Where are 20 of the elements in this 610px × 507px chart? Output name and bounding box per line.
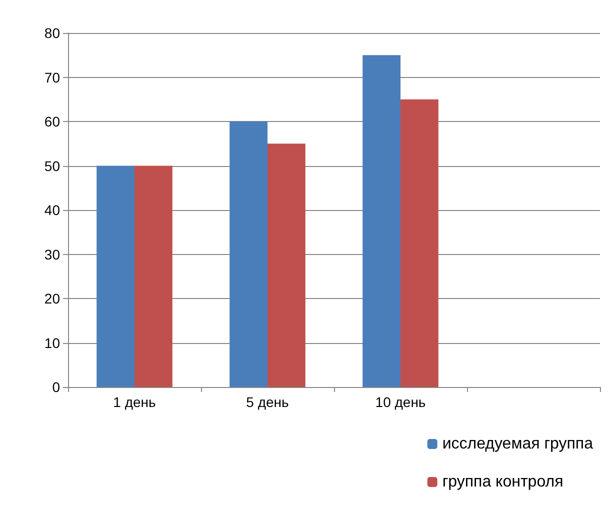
y-tick-label: 20 — [44, 290, 60, 306]
bar — [230, 122, 268, 387]
x-tick-label: 10 день — [375, 394, 426, 410]
bar — [362, 55, 400, 387]
legend-label: группа контроля — [442, 474, 564, 490]
y-tick-label: 0 — [52, 379, 60, 395]
y-tick-label: 50 — [44, 158, 60, 174]
y-tick-label: 10 — [44, 334, 60, 351]
x-tick-label: 1 день — [113, 394, 156, 410]
y-tick-label: 40 — [44, 202, 60, 218]
bar — [268, 144, 306, 387]
y-tick-label: 30 — [44, 246, 60, 262]
legend-label: исследуемая группа — [442, 436, 594, 452]
y-tick-label: 60 — [44, 114, 60, 130]
y-tick-label: 70 — [44, 69, 60, 86]
y-tick-label: 80 — [44, 25, 60, 41]
bar — [134, 166, 172, 387]
bar — [96, 166, 134, 387]
bar — [400, 99, 438, 387]
x-tick-label: 5 день — [246, 394, 289, 410]
